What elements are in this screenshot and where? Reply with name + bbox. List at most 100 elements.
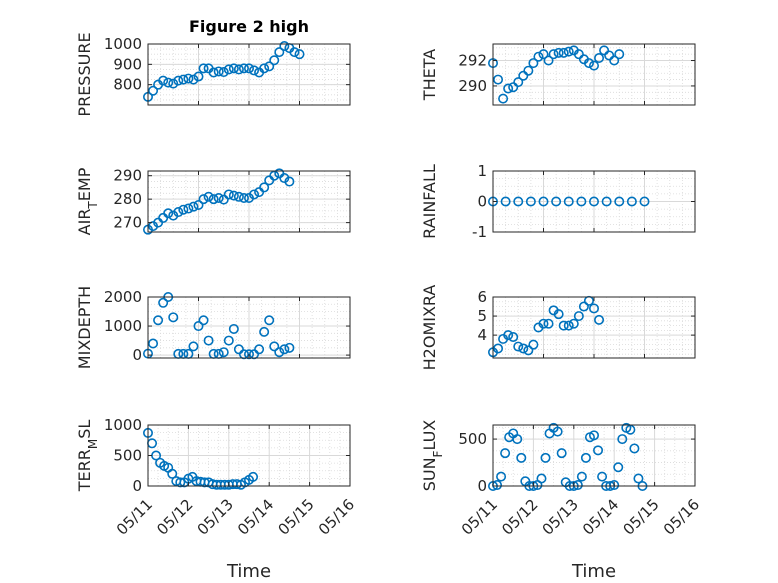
axes-box [492,424,696,487]
data-point [500,448,511,459]
x-tick-label: 05/16 [660,495,703,538]
data-point [163,77,174,88]
data-point [573,49,584,60]
y-tick-label: 0 [477,477,487,495]
data-point [218,194,229,205]
data-point [163,208,174,219]
x-tick-label: 05/16 [315,495,358,538]
y-axis-label: H2OMIXRA [420,285,439,371]
y-axis-label: PRESSURE [75,32,94,116]
data-point [168,312,179,323]
data-point [274,347,285,358]
data-point [223,189,234,200]
y-tick-label: 2000 [104,288,142,306]
data-point [556,448,567,459]
data-point [583,58,594,69]
y-tick-label: 1 [477,162,487,180]
data-point [552,426,563,437]
data-point [508,82,519,93]
data-point [528,58,539,69]
data-point [188,201,199,212]
data-point [601,196,612,207]
data-point [500,196,511,207]
x-tick-label: 05/15 [619,495,662,538]
subplot-h2omixra: 456 H2OMIXRA [420,285,696,371]
data-point [188,74,199,85]
data-point [551,196,562,207]
data-point [513,196,524,207]
data-point [617,434,628,445]
data-point [173,207,184,218]
y-axis-label-main: THETA [420,49,439,101]
data-point [518,343,529,354]
data-point [614,49,625,60]
subplot-pressure: 800 900 1000 PRESSURE Figure 2 high [75,17,351,117]
data-point [573,311,584,322]
data-point [254,344,265,355]
data-point [543,318,554,329]
data-point [588,60,599,71]
x-tick-label: 05/12 [498,495,541,538]
y-tick-label: 292 [458,52,487,70]
data-point [175,477,186,488]
y-axis-label: RAINFALL [420,164,439,239]
data-point [249,189,260,200]
data-point [563,320,574,331]
data-point [512,434,523,445]
data-point [538,49,549,60]
data-point [538,318,549,329]
y-tick-label: 1000 [104,317,142,335]
y-tick-label: 270 [113,214,142,232]
y-tick-label: 1000 [104,35,142,53]
data-point [594,52,605,63]
data-point [223,335,234,346]
data-point [548,49,559,60]
data-point [249,65,260,76]
y-axis-label: SUNFLUX [420,420,445,492]
y-axis-label-main: H2OMIXRA [420,285,439,371]
y-tick-label: 0 [132,477,142,495]
data-point [148,338,159,349]
x-tick-label: 05/15 [274,495,317,538]
data-point [208,67,219,78]
y-axis-label-tail: LUX [420,420,439,451]
plot-title: Figure 2 high [189,17,309,36]
y-tick-label: 290 [113,167,142,185]
data-point [563,46,574,57]
data-point [218,347,229,358]
data-point [576,196,587,207]
data-point [223,64,234,75]
data-point [248,471,259,482]
data-point [289,47,300,58]
y-tick-label: 900 [113,55,142,73]
y-axis-label-sub: F [431,450,445,457]
y-axis-label-main: SUN [420,457,439,491]
data-point [493,343,504,354]
data-point [269,341,280,352]
data-point [228,190,239,201]
data-point [218,67,229,78]
data-point [259,182,270,193]
x-tick-label: 05/13 [539,495,582,538]
y-axis-label-sub: T [86,201,100,210]
data-point [264,315,275,326]
subplot-mixdepth: 0 1000 2000 MIXDEPTH [75,286,351,369]
data-point [259,63,270,74]
data-point [609,55,620,66]
data-point [613,462,624,473]
data-point [508,332,519,343]
y-tick-label: 0 [132,346,142,364]
data-point [233,191,244,202]
x-tick-label: 05/11 [113,495,156,538]
data-point [496,471,507,482]
data-point [523,345,534,356]
data-point [203,191,214,202]
data-point [614,196,625,207]
data-point [173,75,184,86]
data-point [594,314,605,325]
data-point [238,192,249,203]
data-point [498,93,509,104]
data-point [279,344,290,355]
